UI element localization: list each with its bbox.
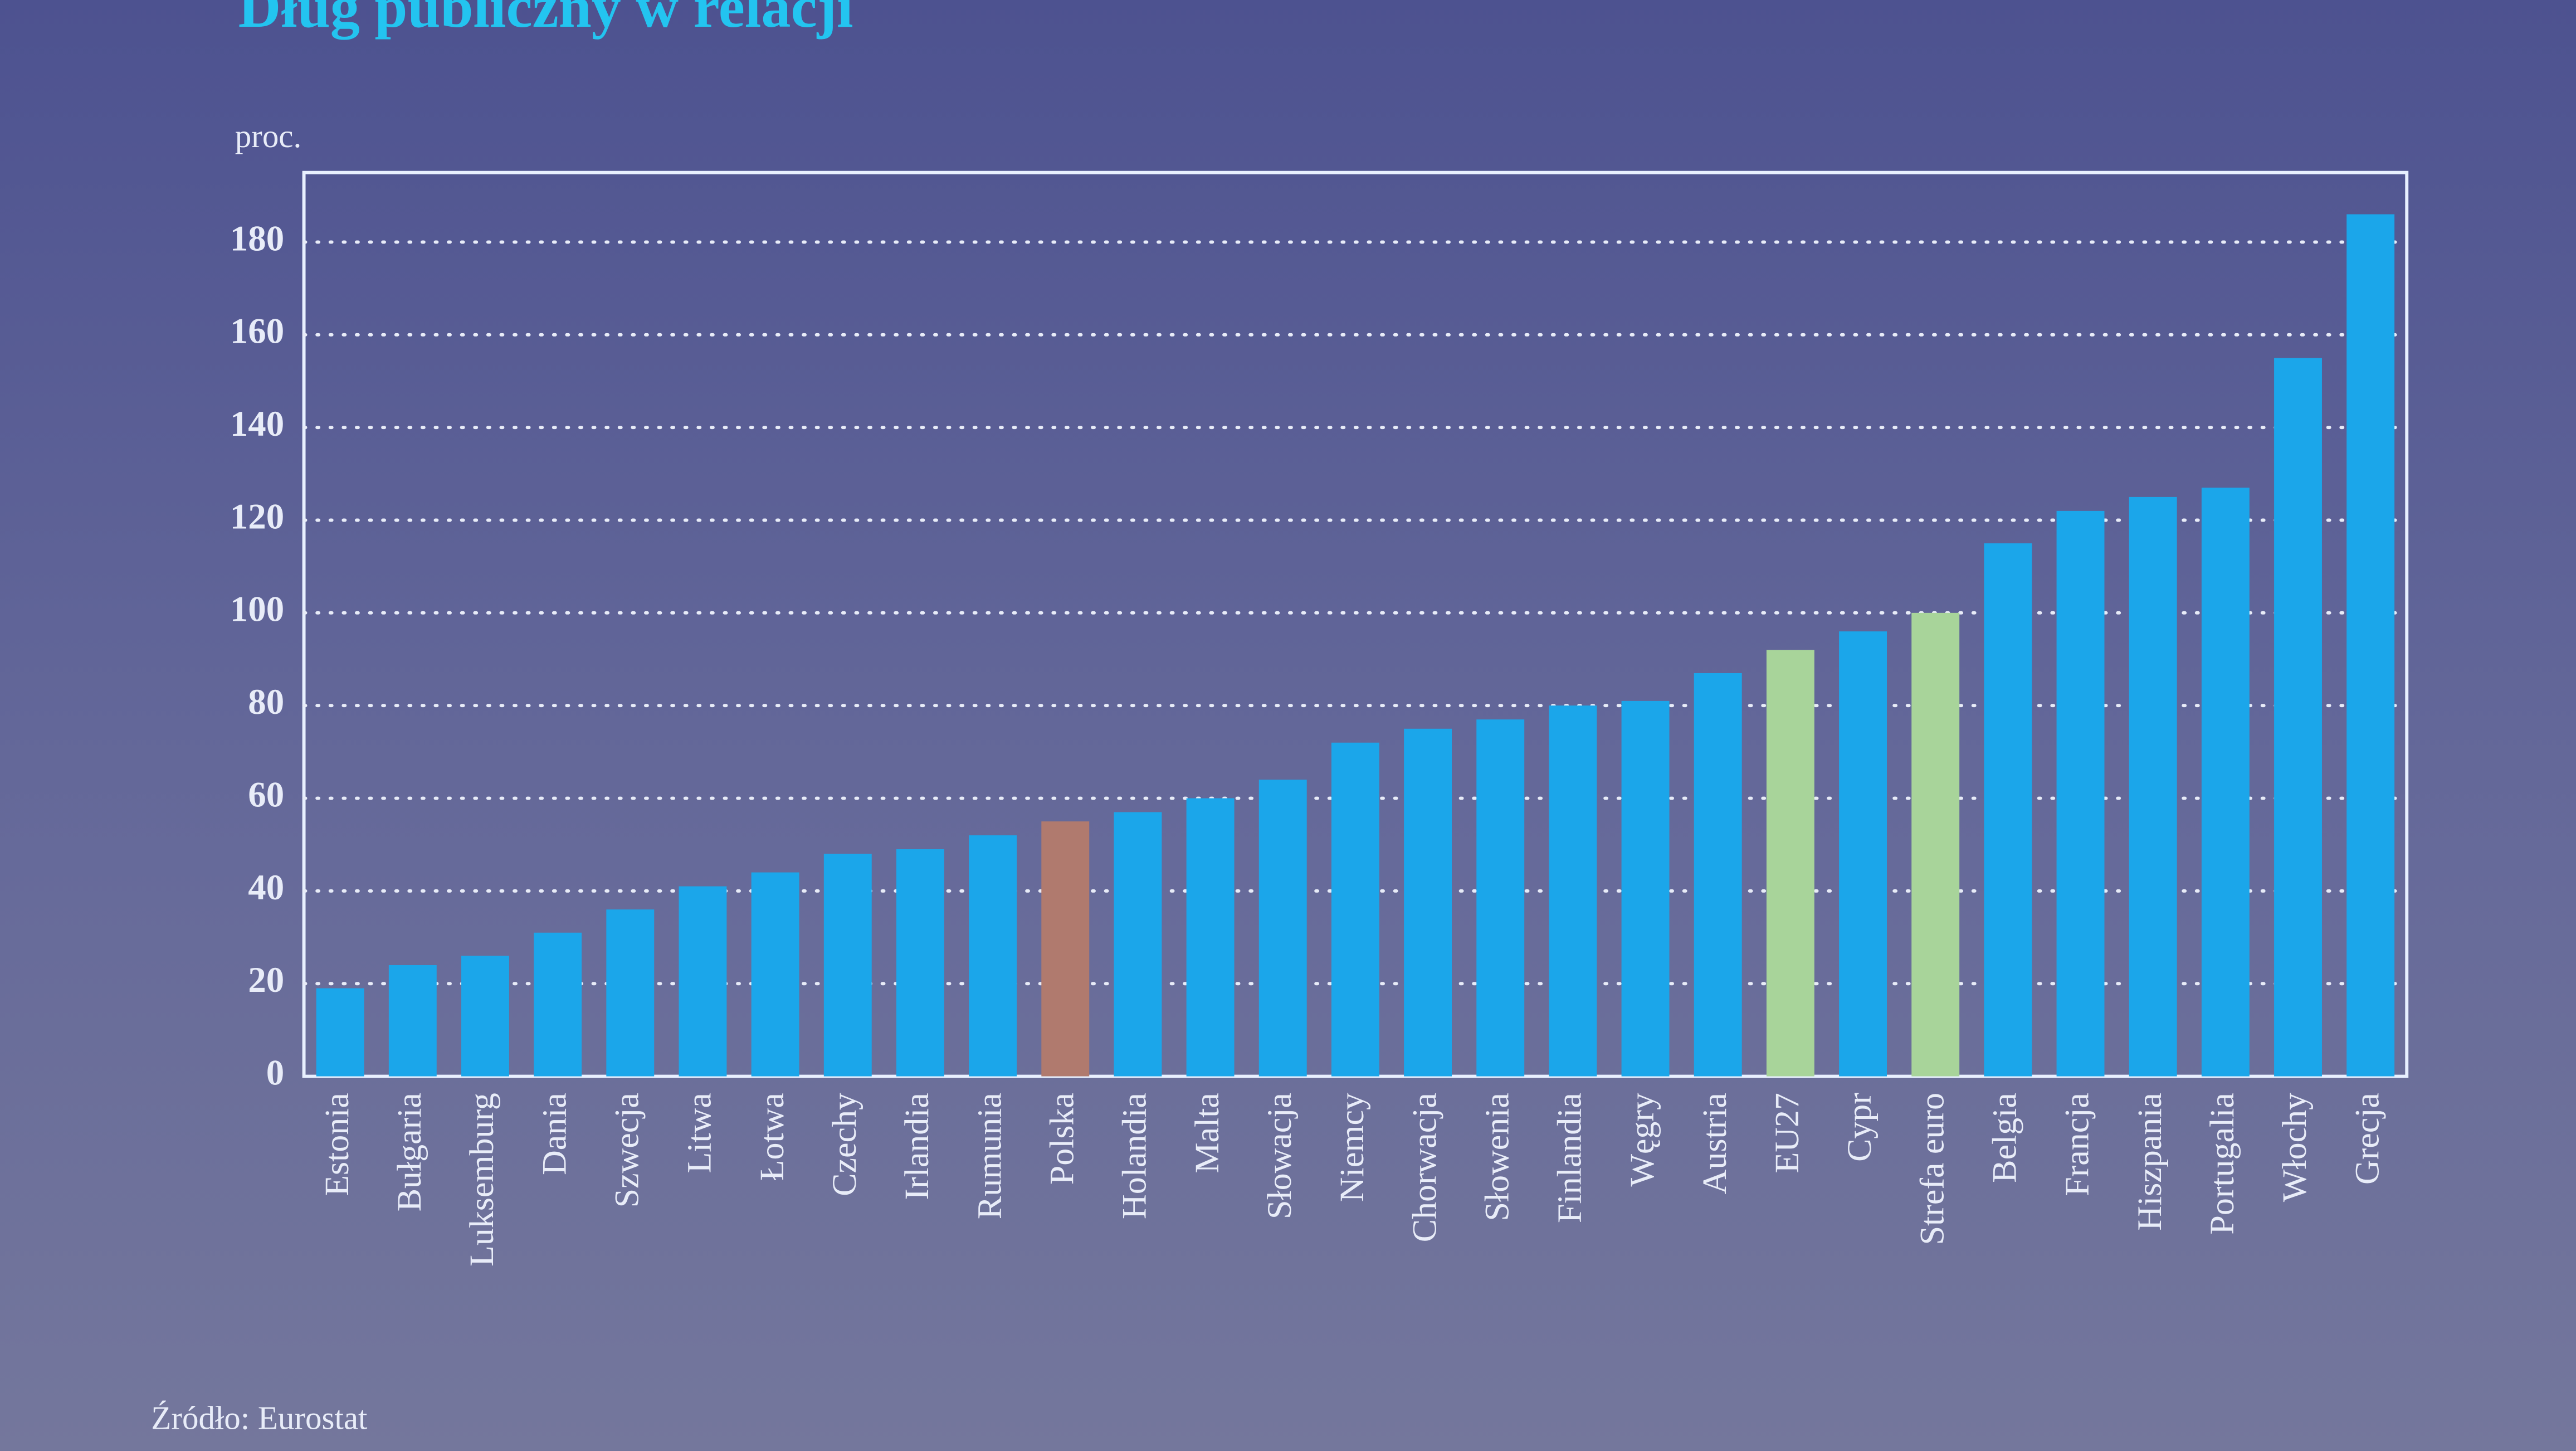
bar <box>1258 780 1307 1077</box>
x-tick-label: Portugalia <box>2203 1093 2241 1234</box>
bar <box>1549 705 1597 1077</box>
bar <box>1839 631 1887 1077</box>
x-tick-label: Polska <box>1043 1093 1081 1185</box>
y-tick-label: 100 <box>230 590 284 630</box>
x-tick-label: Dania <box>535 1093 573 1175</box>
bar <box>2346 214 2395 1077</box>
x-tick-label: Belgia <box>1986 1093 2024 1183</box>
bar <box>1476 719 1525 1077</box>
bar <box>1114 812 1162 1077</box>
x-tick-label: Słowacja <box>1261 1093 1299 1219</box>
bar <box>2129 496 2177 1077</box>
x-tick-label: Irlandia <box>898 1093 936 1200</box>
y-tick-label: 20 <box>248 960 284 1000</box>
bar <box>534 932 582 1077</box>
x-tick-label: Bułgaria <box>391 1093 428 1211</box>
x-tick-label: Litwa <box>681 1093 719 1173</box>
y-tick-label: 60 <box>248 775 284 815</box>
bar <box>1911 612 1960 1077</box>
y-tick-label: 140 <box>230 404 284 444</box>
bar <box>1186 798 1235 1077</box>
bar <box>2056 510 2105 1077</box>
bar <box>969 835 1017 1077</box>
y-tick-label: 180 <box>230 218 284 259</box>
bar <box>1984 543 2032 1077</box>
y-tick-label: 0 <box>266 1053 284 1093</box>
bar <box>1041 821 1090 1077</box>
bar <box>896 849 944 1077</box>
y-axis-label: proc. <box>235 118 302 154</box>
x-tick-label: Hiszpania <box>2131 1093 2169 1231</box>
x-tick-label: Cypr <box>1841 1093 1879 1162</box>
x-tick-label: Malta <box>1188 1093 1226 1173</box>
y-tick-label: 40 <box>248 868 284 908</box>
y-tick-label: 120 <box>230 496 284 537</box>
bar <box>316 988 364 1077</box>
x-tick-label: Chorwacja <box>1406 1093 1443 1242</box>
x-tick-label: EU27 <box>1768 1093 1806 1173</box>
x-tick-label: Holandia <box>1116 1093 1154 1219</box>
source: Źródło: Eurostat <box>151 1399 368 1436</box>
x-tick-label: Luksemburg <box>463 1093 501 1267</box>
bar <box>1331 742 1379 1077</box>
bar <box>2274 358 2322 1077</box>
x-tick-label: Niemcy <box>1333 1093 1371 1202</box>
y-tick-label: 160 <box>230 311 284 352</box>
bar <box>2201 488 2250 1077</box>
x-tick-label: Finlandia <box>1551 1093 1589 1223</box>
bar <box>1766 650 1814 1077</box>
x-tick-label: Francja <box>2058 1093 2096 1196</box>
x-tick-label: Rumunia <box>970 1093 1008 1219</box>
chart-title: Dług publiczny w relacji <box>238 0 853 40</box>
bar <box>823 854 872 1077</box>
bar <box>606 909 655 1077</box>
x-tick-label: Słowenia <box>1478 1093 1516 1221</box>
bar <box>1404 728 1452 1077</box>
bar <box>1694 673 1742 1077</box>
x-tick-label: Austria <box>1696 1093 1734 1194</box>
x-tick-label: Łotwa <box>753 1093 791 1181</box>
bar <box>751 872 799 1077</box>
bar <box>461 956 509 1077</box>
x-tick-label: Strefa euro <box>1913 1093 1951 1245</box>
x-tick-label: Węgry <box>1623 1093 1661 1186</box>
bar <box>388 965 437 1077</box>
x-tick-label: Czechy <box>826 1093 863 1196</box>
bar <box>679 886 727 1077</box>
x-tick-label: Grecja <box>2348 1093 2386 1185</box>
y-tick-label: 80 <box>248 682 284 722</box>
bar <box>1621 700 1670 1077</box>
x-tick-label: Włochy <box>2276 1093 2314 1202</box>
x-tick-label: Szwecja <box>608 1093 646 1207</box>
x-tick-label: Estonia <box>318 1093 356 1196</box>
